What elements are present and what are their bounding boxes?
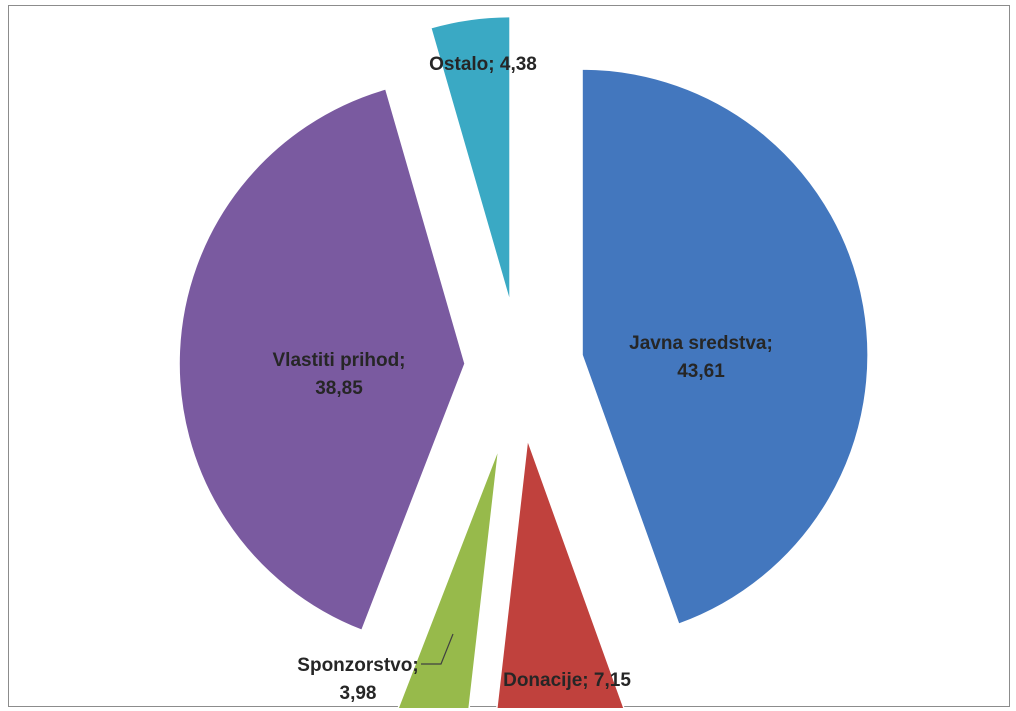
data-label-ostalo: Ostalo; 4,38 (429, 54, 537, 75)
slice-donacije (496, 439, 625, 708)
leader-line-sponzorstvo (421, 633, 454, 665)
data-labels-layer: Javna sredstva; 43,61 Donacije; 7,15 Sponzo… (273, 54, 773, 704)
data-label-javna-sredstva: Javna sredstva; 43,61 (629, 333, 773, 382)
data-label-sponzorstvo: Sponzorstvo; 3,98 (297, 655, 418, 704)
slice-sponzorstvo (397, 447, 500, 708)
data-label-vlastiti-prihod: Vlastiti prihod; 38,85 (273, 350, 406, 399)
slice-javna-sredstva (581, 68, 869, 626)
data-label-donacije: Donacije; 7,15 (503, 670, 631, 691)
leader-lines-layer (421, 633, 454, 665)
slice-vlastiti-prihod (178, 87, 466, 632)
chart-area: Javna sredstva; 43,61 Donacije; 7,15 Sponzo… (8, 5, 1010, 708)
slice-ostalo (429, 15, 511, 303)
slices-layer (178, 15, 869, 708)
pie-chart: Javna sredstva; 43,61 Donacije; 7,15 Sponzo… (178, 15, 869, 708)
